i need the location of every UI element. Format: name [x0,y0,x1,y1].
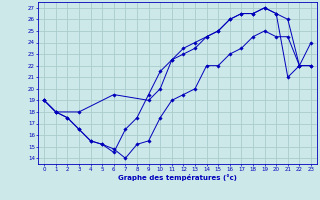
X-axis label: Graphe des températures (°c): Graphe des températures (°c) [118,174,237,181]
